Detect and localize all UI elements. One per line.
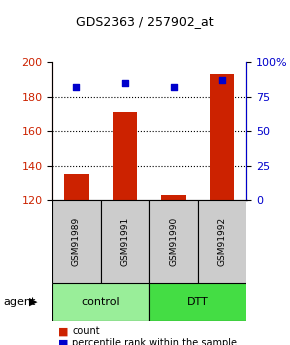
Text: ■: ■ [58, 338, 68, 345]
Point [220, 77, 224, 83]
Text: ■: ■ [58, 326, 68, 336]
FancyBboxPatch shape [198, 200, 246, 283]
Point [123, 80, 127, 86]
Text: agent: agent [3, 297, 35, 307]
Bar [162, 195, 186, 200]
FancyBboxPatch shape [149, 283, 246, 321]
Text: percentile rank within the sample: percentile rank within the sample [72, 338, 238, 345]
Bar [113, 112, 137, 200]
Text: GDS2363 / 257902_at: GDS2363 / 257902_at [76, 16, 214, 29]
Text: DTT: DTT [187, 297, 209, 307]
FancyBboxPatch shape [52, 200, 101, 283]
Bar [210, 74, 234, 200]
Text: count: count [72, 326, 100, 336]
FancyBboxPatch shape [149, 200, 198, 283]
FancyBboxPatch shape [101, 200, 149, 283]
Point [74, 84, 79, 90]
Bar [64, 174, 89, 200]
Text: ▶: ▶ [29, 297, 37, 307]
Text: control: control [81, 297, 120, 307]
Text: GSM91989: GSM91989 [72, 217, 81, 266]
Text: GSM91991: GSM91991 [121, 217, 130, 266]
FancyBboxPatch shape [52, 283, 149, 321]
Text: GSM91990: GSM91990 [169, 217, 178, 266]
Text: GSM91992: GSM91992 [218, 217, 227, 266]
Point [171, 84, 176, 90]
